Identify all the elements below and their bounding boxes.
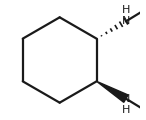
Polygon shape — [97, 81, 128, 102]
Text: H: H — [122, 5, 130, 15]
Text: H: H — [122, 105, 130, 115]
Text: N: N — [122, 94, 130, 104]
Text: N: N — [122, 16, 130, 26]
